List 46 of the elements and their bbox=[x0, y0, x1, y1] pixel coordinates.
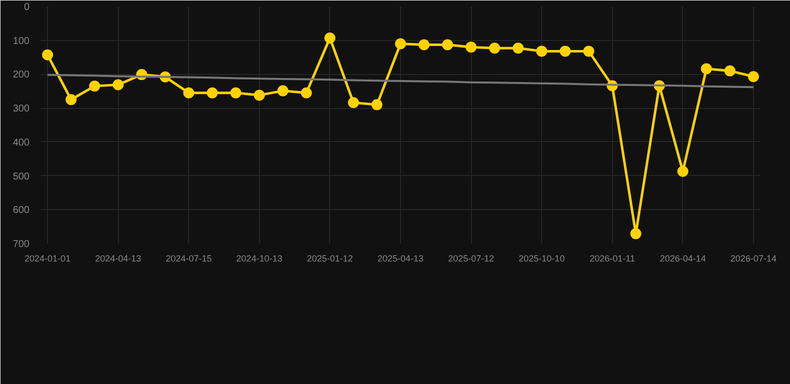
point bbox=[206, 87, 218, 98]
point bbox=[112, 79, 124, 90]
x-tick-label: 2026-07-14 bbox=[730, 254, 776, 264]
point bbox=[230, 87, 242, 98]
x-tick-label: 2024-07-15 bbox=[166, 254, 212, 264]
point bbox=[42, 49, 54, 60]
x-tick-label: 2024-04-13 bbox=[95, 254, 142, 264]
point bbox=[630, 228, 642, 240]
y-tick-label: 0 bbox=[24, 2, 30, 13]
point bbox=[300, 87, 312, 98]
point bbox=[183, 87, 194, 98]
point bbox=[489, 42, 500, 54]
x-tick-label: 2025-07-12 bbox=[448, 254, 494, 264]
point bbox=[277, 85, 288, 96]
x-tick-label: 2026-01-11 bbox=[590, 254, 635, 264]
point bbox=[512, 42, 524, 54]
point bbox=[348, 97, 359, 108]
point bbox=[466, 42, 477, 53]
x-tick-label: 2025-10-10 bbox=[518, 254, 565, 264]
point bbox=[560, 46, 571, 57]
y-tick-label: 400 bbox=[12, 137, 30, 148]
point bbox=[418, 39, 430, 50]
point bbox=[442, 39, 454, 50]
x-tick-label: 2026-04-14 bbox=[660, 254, 706, 264]
x-tick-label: 2024-10-13 bbox=[236, 254, 282, 264]
point bbox=[677, 166, 688, 177]
y-tick-label: 700 bbox=[12, 239, 30, 250]
point bbox=[700, 63, 712, 74]
point bbox=[583, 46, 594, 57]
point bbox=[395, 38, 406, 50]
point bbox=[724, 65, 736, 76]
point bbox=[324, 32, 336, 44]
x-tick-label: 2025-01-12 bbox=[306, 254, 353, 264]
y-tick-label: 100 bbox=[12, 36, 30, 47]
x-tick-label: 2025-04-13 bbox=[377, 254, 424, 264]
y-tick-label: 600 bbox=[12, 205, 30, 216]
x-tick-label: 2024-01-01 bbox=[24, 254, 71, 264]
point bbox=[371, 99, 382, 110]
y-tick-label: 300 bbox=[12, 104, 30, 115]
point bbox=[66, 94, 77, 106]
point bbox=[536, 46, 548, 57]
point bbox=[748, 71, 759, 82]
point bbox=[254, 90, 265, 101]
point bbox=[89, 80, 100, 92]
y-tick-label: 500 bbox=[12, 171, 30, 182]
y-tick-label: 200 bbox=[12, 70, 30, 81]
